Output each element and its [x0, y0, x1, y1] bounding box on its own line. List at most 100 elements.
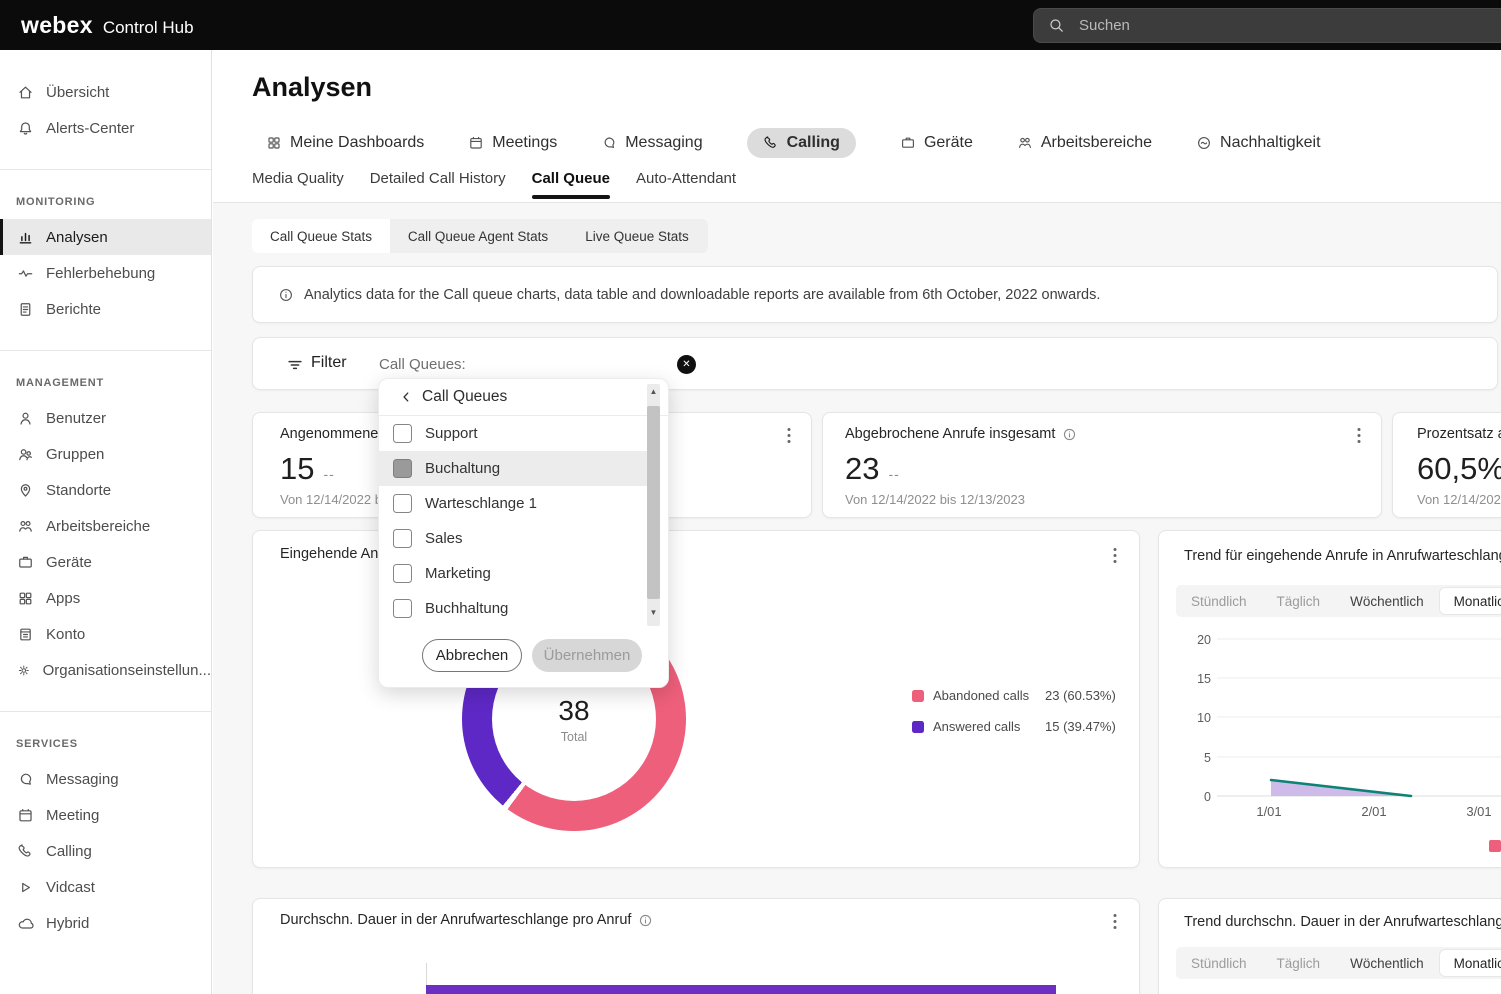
tab-calling[interactable]: Calling — [746, 128, 856, 158]
checkbox-unchecked[interactable] — [393, 529, 412, 548]
workspaces-icon — [19, 520, 32, 532]
option-sales[interactable]: Sales — [379, 521, 647, 556]
legend-label: Answered calls — [933, 719, 1021, 734]
checkbox-unchecked[interactable] — [393, 494, 412, 513]
tab-messaging[interactable]: Messaging — [601, 134, 703, 152]
sidebar-divider — [0, 350, 211, 351]
gran-tab-monatlich[interactable]: Monatlich — [1439, 588, 1501, 614]
subtab-auto-attendant[interactable]: Auto-Attendant — [636, 170, 736, 199]
gran-tab-woechentlich[interactable]: Wöchentlich — [1336, 950, 1438, 976]
tab-label: Nachhaltigkeit — [1220, 134, 1321, 151]
trend-line — [1269, 778, 1413, 798]
segment-call-queue-agent-stats[interactable]: Call Queue Agent Stats — [390, 219, 566, 253]
sidebar-item-gruppen[interactable]: Gruppen — [0, 436, 211, 472]
legend-abandoned-calls[interactable]: Abandoned calls 23 (60.53%) — [912, 688, 1116, 703]
segment-live-queue-stats[interactable]: Live Queue Stats — [566, 219, 708, 253]
segment-call-queue-stats[interactable]: Call Queue Stats — [252, 219, 390, 253]
sidebar-item-label: Vidcast — [46, 878, 95, 896]
info-icon[interactable] — [1062, 427, 1077, 442]
gran-tab-monatlich[interactable]: Monatlich — [1439, 950, 1501, 976]
incoming-calls-line-chart[interactable]: 20 15 10 5 0 1/01 2/01 3/01 — [1173, 629, 1501, 819]
sidebar-item-uebersicht[interactable]: Übersicht — [0, 74, 211, 110]
sidebar-item-calling[interactable]: Calling — [0, 833, 211, 869]
sidebar-item-arbeitsbereiche[interactable]: Arbeitsbereiche — [0, 508, 211, 544]
sidebar-item-standorte[interactable]: Standorte — [0, 472, 211, 508]
dropdown-header[interactable]: Call Queues — [379, 379, 668, 416]
option-buchaltung[interactable]: Buchaltung — [379, 451, 647, 486]
sidebar-item-alerts-center[interactable]: Alerts-Center — [0, 110, 211, 146]
sidebar-item-benutzer[interactable]: Benutzer — [0, 400, 211, 436]
checkbox-unchecked[interactable] — [393, 424, 412, 443]
kebab-menu-icon[interactable] — [1357, 427, 1361, 444]
trend-card-title: Trend für eingehende Anrufe in Anrufwart… — [1184, 548, 1501, 564]
info-icon[interactable] — [638, 913, 653, 928]
users-icon — [19, 448, 32, 460]
sidebar-item-analysen[interactable]: Analysen — [0, 219, 211, 255]
scroll-up-icon[interactable]: ▲ — [649, 387, 658, 396]
tab-nachhaltigkeit[interactable]: Nachhaltigkeit — [1196, 134, 1321, 152]
sidebar-item-messaging[interactable]: Messaging — [0, 761, 211, 797]
tab-arbeitsbereiche[interactable]: Arbeitsbereiche — [1017, 134, 1152, 152]
clear-filter-icon[interactable]: ✕ — [677, 355, 696, 374]
sidebar-item-organisationseinstellungen[interactable]: Organisationseinstellun... — [0, 652, 211, 688]
tab-meetings[interactable]: Meetings — [468, 134, 557, 152]
checkbox-selected[interactable] — [393, 459, 412, 478]
scroll-down-icon[interactable]: ▼ — [649, 608, 658, 617]
kebab-menu-icon[interactable] — [1113, 913, 1117, 930]
sidebar-item-label: Übersicht — [46, 83, 110, 101]
search-box[interactable] — [1033, 8, 1501, 43]
meetings-calendar-icon — [470, 136, 483, 149]
granularity-tabs: Stündlich Täglich Wöchentlich Monatlich — [1176, 585, 1501, 617]
subtab-detailed-call-history[interactable]: Detailed Call History — [370, 170, 506, 199]
location-icon — [20, 483, 31, 497]
sidebar-item-label: Gruppen — [46, 445, 105, 463]
call-queues-dropdown: Call Queues Support Buchaltung Warteschl… — [378, 378, 669, 688]
subtab-media-quality[interactable]: Media Quality — [252, 170, 344, 199]
sidebar-item-label: Messaging — [46, 770, 119, 788]
kebab-menu-icon[interactable] — [787, 427, 791, 444]
checkbox-unchecked[interactable] — [393, 599, 412, 618]
sidebar-item-apps[interactable]: Apps — [0, 580, 211, 616]
checkbox-unchecked[interactable] — [393, 564, 412, 583]
gran-tab-label: Täglich — [1276, 955, 1321, 971]
gran-tab-taeglich[interactable]: Täglich — [1263, 588, 1335, 614]
webex-logo[interactable]: webex Control Hub — [21, 12, 194, 39]
y-tick-10: 10 — [1197, 711, 1211, 725]
option-marketing[interactable]: Marketing — [379, 556, 647, 591]
option-label: Buchhaltung — [425, 600, 509, 617]
kebab-menu-icon[interactable] — [1113, 547, 1117, 564]
sidebar-item-konto[interactable]: Konto — [0, 616, 211, 652]
sidebar-divider — [0, 711, 211, 712]
trend-legend-swatch[interactable] — [1489, 840, 1501, 852]
duration-bar[interactable] — [426, 985, 1056, 994]
filter-field-call-queues[interactable]: Call Queues: — [379, 356, 466, 373]
cancel-button[interactable]: Abbrechen — [422, 639, 522, 672]
sidebar-item-vidcast[interactable]: Vidcast — [0, 869, 211, 905]
option-warteschlange-1[interactable]: Warteschlange 1 — [379, 486, 647, 521]
apply-button[interactable]: Übernehmen — [532, 639, 642, 672]
gran-tab-woechentlich[interactable]: Wöchentlich — [1336, 588, 1438, 614]
gran-tab-label: Stündlich — [1191, 593, 1247, 609]
sidebar-item-geraete[interactable]: Geräte — [0, 544, 211, 580]
gran-tab-stuendlich[interactable]: Stündlich — [1177, 588, 1261, 614]
gran-tab-label: Monatlich — [1453, 593, 1501, 609]
segment-label: Call Queue Stats — [269, 228, 373, 244]
sidebar-item-label: Fehlerbehebung — [46, 264, 156, 282]
tab-geraete[interactable]: Geräte — [900, 134, 973, 152]
sidebar-item-berichte[interactable]: Berichte — [0, 291, 211, 327]
bar-chart-axis — [426, 963, 427, 985]
scrollbar-thumb[interactable] — [647, 406, 660, 599]
sidebar-item-fehlerbehebung[interactable]: Fehlerbehebung — [0, 255, 211, 291]
option-buchhaltung[interactable]: Buchhaltung — [379, 591, 647, 626]
search-input[interactable] — [1077, 16, 1461, 35]
tab-meine-dashboards[interactable]: Meine Dashboards — [266, 134, 424, 152]
home-icon — [19, 86, 32, 98]
gran-tab-taeglich[interactable]: Täglich — [1263, 950, 1335, 976]
option-support[interactable]: Support — [379, 416, 647, 451]
gran-tab-stuendlich[interactable]: Stündlich — [1177, 950, 1261, 976]
sidebar-item-hybrid[interactable]: Hybrid — [0, 905, 211, 941]
subtab-call-queue[interactable]: Call Queue — [531, 170, 610, 199]
legend-answered-calls[interactable]: Answered calls 15 (39.47%) — [912, 719, 1116, 734]
option-label: Warteschlange 1 — [425, 495, 538, 512]
sidebar-item-meeting[interactable]: Meeting — [0, 797, 211, 833]
